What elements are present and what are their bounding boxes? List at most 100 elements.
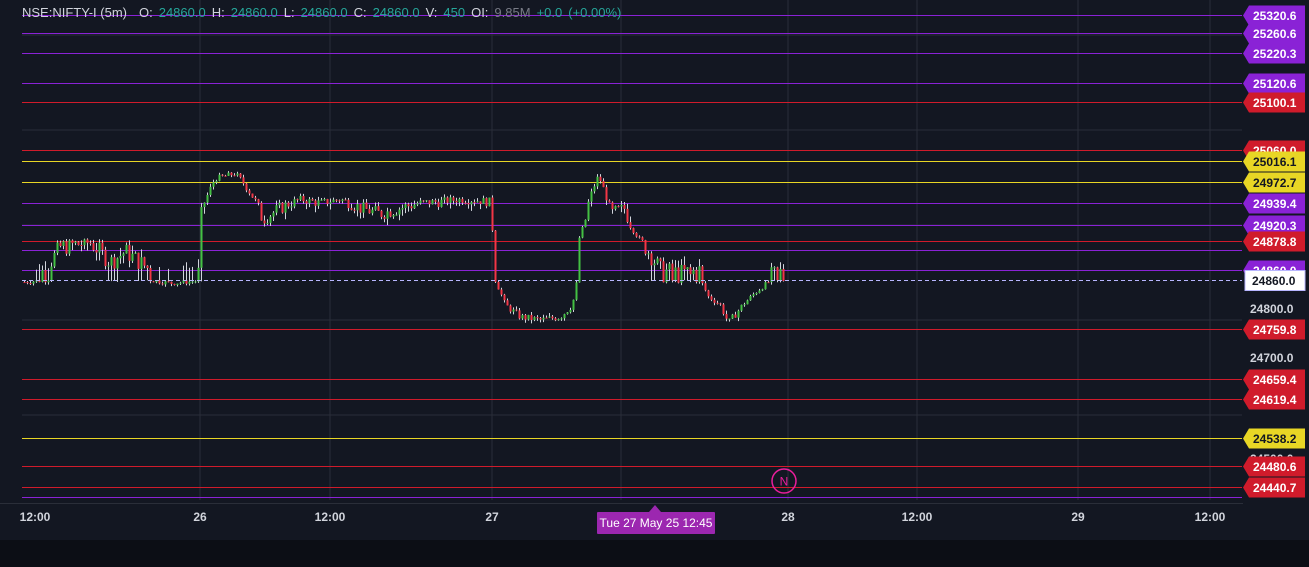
candle-body	[278, 202, 281, 206]
time-tick-label: 29	[1071, 510, 1085, 524]
candle-body	[158, 280, 161, 284]
candle-body	[305, 201, 308, 204]
candle-body	[761, 289, 764, 291]
candle-body	[176, 283, 179, 286]
svg-text:25220.3: 25220.3	[1253, 47, 1297, 61]
candle-body	[245, 183, 248, 191]
candle-body	[59, 242, 62, 246]
time-axis[interactable]: 12:00 26 12:00 27 28 12:00 29 12:00	[0, 503, 1243, 525]
candle-body	[551, 316, 554, 319]
candle-body	[260, 202, 263, 221]
candle-body	[776, 267, 779, 281]
candle-body	[371, 209, 374, 214]
svg-text:24619.4: 24619.4	[1253, 393, 1297, 407]
candle-body	[26, 282, 29, 284]
close-label: C:	[353, 5, 367, 20]
candle-body	[659, 258, 662, 262]
svg-text:25016.1: 25016.1	[1253, 155, 1297, 169]
candle-body	[257, 199, 260, 203]
candle-body	[635, 232, 638, 237]
candle-body	[671, 263, 674, 281]
candle-body	[476, 201, 479, 203]
candle-body	[533, 317, 536, 320]
candle-body	[398, 209, 401, 215]
news-marker[interactable]: N	[771, 468, 797, 494]
candle-body	[755, 293, 758, 295]
candle-body	[281, 202, 284, 213]
candle-body	[593, 186, 596, 192]
candle-body	[299, 195, 302, 200]
candle-body	[749, 296, 752, 301]
candle-body	[584, 219, 587, 228]
candle-body	[227, 172, 230, 176]
candle-body	[722, 304, 725, 315]
candle-body	[608, 200, 611, 203]
candle-body	[563, 314, 566, 319]
candle-body	[116, 258, 119, 269]
candle-body	[428, 200, 431, 205]
candle-body	[74, 241, 77, 244]
price-level-label: 25100.1	[1243, 92, 1305, 113]
candle-body	[122, 253, 125, 256]
candle-body	[575, 282, 578, 300]
svg-text:25120.6: 25120.6	[1253, 77, 1297, 91]
candle-body	[134, 252, 137, 254]
candle-body	[110, 257, 113, 266]
candle-body	[149, 267, 152, 282]
candle-body	[155, 280, 158, 283]
svg-text:24878.8: 24878.8	[1253, 235, 1297, 249]
candle-body	[605, 187, 608, 201]
candle-body	[275, 205, 278, 213]
symbol-label[interactable]: NSE:NIFTY-I (5m)	[22, 5, 127, 20]
candle-body	[482, 198, 485, 204]
candle-body	[701, 266, 704, 284]
candle-body	[404, 204, 407, 209]
candle-body	[326, 199, 329, 204]
candle-body	[269, 216, 272, 223]
candle-body	[365, 202, 368, 209]
svg-text:24659.4: 24659.4	[1253, 373, 1297, 387]
candle-body	[218, 174, 221, 181]
low-label: L:	[283, 5, 295, 20]
candle-body	[725, 314, 728, 319]
candle-body	[107, 265, 110, 267]
candle-body	[590, 191, 593, 202]
candle-body	[548, 316, 551, 318]
candle-body	[311, 199, 314, 201]
candle-body	[764, 282, 767, 290]
candle-body	[686, 267, 689, 270]
candle-body	[62, 241, 65, 246]
candle-body	[296, 199, 299, 201]
ohlc-legend: NSE:NIFTY-I (5m) O: 24860.0 H: 24860.0 L…	[22, 5, 621, 20]
low-value: 24860.0	[300, 5, 348, 20]
candle-body	[677, 267, 680, 283]
candle-body	[338, 200, 341, 202]
svg-text:25100.1: 25100.1	[1253, 96, 1297, 110]
current-price-label: 24860.0	[1244, 270, 1306, 291]
svg-text:24972.7: 24972.7	[1253, 176, 1297, 190]
candle-body	[395, 214, 398, 216]
candle-body	[719, 303, 722, 305]
candle-body	[425, 200, 428, 202]
price-level-label: 24878.8	[1243, 231, 1305, 252]
price-axis[interactable]: 24800.024700.024500.025320.625260.625220…	[1243, 0, 1309, 540]
svg-text:24759.8: 24759.8	[1253, 323, 1297, 337]
candle-body	[29, 283, 32, 285]
candle-body	[68, 240, 71, 254]
price-level-label: 24920.3	[1243, 215, 1305, 236]
candle-body	[320, 199, 323, 201]
candle-body	[287, 202, 290, 207]
change-value: +0.0	[536, 5, 563, 20]
candle-body	[743, 304, 746, 306]
price-level-label: 25016.1	[1243, 151, 1305, 172]
candle-body	[65, 241, 68, 254]
svg-text:25260.6: 25260.6	[1253, 27, 1297, 41]
candle-body	[443, 197, 446, 200]
candle-body	[485, 198, 488, 207]
candle-body	[71, 240, 74, 244]
candle-body	[140, 257, 143, 269]
candle-body	[152, 281, 155, 283]
candle-body	[647, 253, 650, 255]
